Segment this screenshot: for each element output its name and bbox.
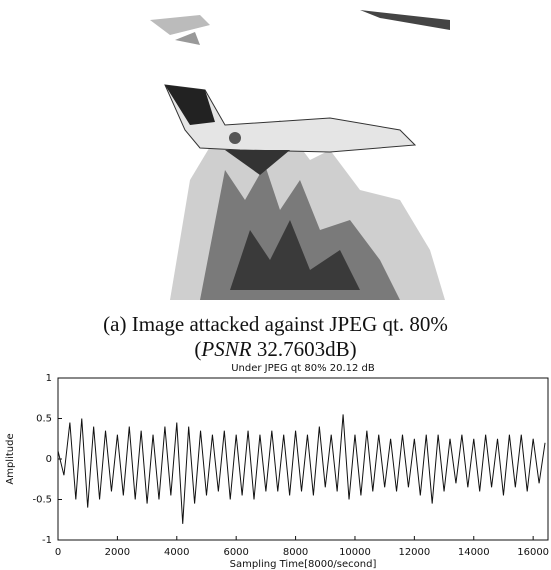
caption-line: (PSNR 32.7603dB) — [0, 337, 551, 362]
x-axis-label: Sampling Time[8000/second] — [230, 559, 377, 570]
y-tick-label: -0.5 — [32, 495, 52, 506]
x-tick-label: 4000 — [164, 547, 189, 558]
x-tick-label: 8000 — [283, 547, 308, 558]
jet-image — [0, 0, 551, 310]
y-axis-label: Amplitude — [5, 433, 16, 484]
y-tick-label: -1 — [42, 535, 52, 546]
chart-title: Under JPEG qt 80% 20.12 dB — [231, 363, 375, 374]
x-tick-label: 6000 — [223, 547, 248, 558]
x-tick-label: 12000 — [398, 547, 430, 558]
chart: Under JPEG qt 80% 20.12 dB Sampling Time… — [0, 360, 551, 570]
y-tick-label: 1 — [46, 373, 52, 384]
x-tick-label: 0 — [55, 547, 61, 558]
waveform — [58, 414, 545, 523]
x-tick-label: 14000 — [458, 547, 490, 558]
x-tick-label: 10000 — [339, 547, 371, 558]
y-tick-label: 0.5 — [36, 414, 52, 425]
x-tick-label: 2000 — [105, 547, 130, 558]
metric-value: 32.7603dB — [257, 337, 350, 361]
y-tick-label: 0 — [46, 454, 52, 465]
metric: PSNR — [201, 337, 251, 361]
page: (a) Image attacked against JPEG qt. 80% … — [0, 0, 551, 570]
caption-line: (a) Image attacked against JPEG qt. 80% — [0, 312, 551, 337]
x-tick-label: 16000 — [517, 547, 549, 558]
